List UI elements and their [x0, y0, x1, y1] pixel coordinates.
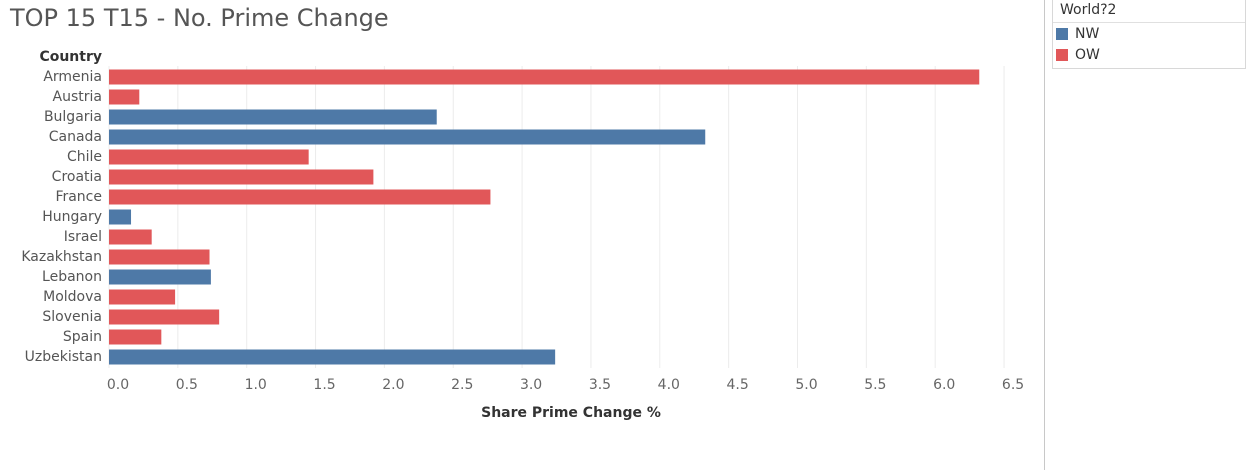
x-tick-label: 1.5	[313, 377, 335, 393]
category-label: Bulgaria	[44, 109, 102, 125]
category-label: Croatia	[52, 169, 102, 185]
category-label: Moldova	[43, 289, 102, 305]
category-label: France	[55, 189, 102, 205]
legend: World?2 NW OW	[1052, 0, 1246, 69]
bar-slovenia[interactable]	[109, 309, 220, 325]
category-label: Kazakhstan	[21, 249, 102, 265]
x-tick-label: 2.5	[451, 377, 473, 393]
legend-title: World?2	[1053, 0, 1245, 23]
x-tick-label: 1.0	[245, 377, 267, 393]
category-label: Armenia	[43, 69, 102, 85]
bar-uzbekistan[interactable]	[109, 349, 556, 365]
category-label: Chile	[67, 149, 102, 165]
y-axis-label: Country	[39, 49, 102, 65]
bar-kazakhstan[interactable]	[109, 249, 210, 265]
bar-bulgaria[interactable]	[109, 109, 437, 125]
bar-chart: Armenia Austria Bulgaria Canada Chile Croatia…	[21, 49, 1024, 421]
legend-swatch-ow	[1056, 48, 1068, 61]
category-label: Hungary	[42, 209, 102, 225]
x-axis-label: Share Prime Change %	[481, 405, 661, 421]
legend-label-nw: NW	[1075, 25, 1100, 42]
x-tick-label: 0.5	[176, 377, 198, 393]
x-tick-label: 4.0	[658, 377, 680, 393]
bar-canada[interactable]	[109, 129, 706, 145]
category-label: Israel	[64, 229, 102, 245]
legend-label-ow: OW	[1075, 46, 1100, 63]
x-tick-label: 6.0	[933, 377, 955, 393]
bars	[109, 69, 980, 365]
bar-france[interactable]	[109, 189, 491, 205]
bar-spain[interactable]	[109, 329, 162, 345]
x-tick-label: 6.5	[1002, 377, 1024, 393]
legend-item-nw[interactable]: NW	[1053, 23, 1245, 44]
bar-lebanon[interactable]	[109, 269, 211, 285]
category-labels: Armenia Austria Bulgaria Canada Chile Croatia…	[21, 69, 102, 365]
bar-chile[interactable]	[109, 149, 309, 165]
panel-divider	[1044, 0, 1045, 470]
category-label: Uzbekistan	[25, 349, 102, 365]
x-tick-label: 4.5	[727, 377, 749, 393]
x-tick-label: 3.0	[520, 377, 542, 393]
category-label: Slovenia	[42, 309, 102, 325]
x-tick-label: 2.0	[382, 377, 404, 393]
category-label: Canada	[49, 129, 102, 145]
category-label: Spain	[63, 329, 102, 345]
bar-israel[interactable]	[109, 229, 152, 245]
x-tick-label: 3.5	[589, 377, 611, 393]
bar-armenia[interactable]	[109, 69, 980, 85]
category-label: Austria	[53, 89, 102, 105]
legend-item-ow[interactable]: OW	[1053, 44, 1245, 65]
x-tick-label: 5.0	[795, 377, 817, 393]
bar-hungary[interactable]	[109, 209, 132, 225]
x-tick-label: 0.0	[107, 377, 129, 393]
legend-swatch-nw	[1056, 27, 1068, 40]
x-tick-label: 5.5	[864, 377, 886, 393]
bar-moldova[interactable]	[109, 289, 176, 305]
bar-croatia[interactable]	[109, 169, 374, 185]
x-tick-labels: 0.0 0.5 1.0 1.5 2.0 2.5 3.0 3.5 4.0 4.5 5.0 5.5 6.0 6…	[107, 377, 1024, 393]
category-label: Lebanon	[42, 269, 102, 285]
bar-austria[interactable]	[109, 89, 140, 105]
chart-title: TOP 15 T15 - No. Prime Change	[10, 4, 389, 32]
